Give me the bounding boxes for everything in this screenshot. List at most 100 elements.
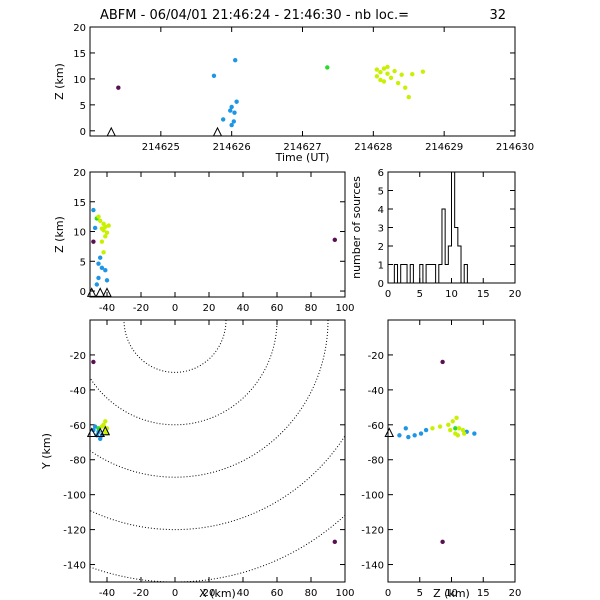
data-point — [101, 228, 106, 233]
y-tick-label: 20 — [73, 168, 86, 179]
data-point — [98, 255, 103, 260]
x-tick-label: 80 — [305, 303, 318, 314]
x-tick-label: -20 — [133, 303, 149, 314]
x-tick-label: 20 — [203, 588, 216, 599]
station-triangle — [212, 126, 223, 137]
data-point — [410, 72, 415, 77]
data-point — [450, 419, 455, 424]
plan-view-panel: -40 -20 0 20 40 60 80 100 -20 -40 -60 -80 -100 -120 -1… — [40, 319, 355, 600]
data-point — [385, 64, 390, 70]
data-point — [440, 539, 445, 545]
time-height-frame — [89, 26, 516, 137]
y-tick-label: 5 — [80, 101, 86, 112]
x-axis-label: X (km) — [199, 587, 236, 600]
station-triangle — [384, 427, 395, 438]
data-point — [98, 218, 103, 224]
data-point — [374, 67, 380, 72]
y-tick-label: 2 — [378, 242, 384, 253]
data-point — [437, 424, 443, 429]
data-point — [440, 359, 445, 365]
data-point — [103, 234, 108, 239]
station-triangle — [100, 425, 111, 436]
y-tick-label: -20 — [368, 351, 384, 362]
y-tick-label: -100 — [63, 491, 86, 502]
y-tick-label: -120 — [361, 526, 384, 537]
x-tick-label: 60 — [271, 588, 284, 599]
data-point — [103, 419, 108, 424]
data-point — [99, 424, 105, 429]
z-y-view-frame — [387, 319, 516, 583]
data-point — [397, 433, 402, 438]
data-point — [96, 275, 101, 281]
x-tick-label: 20 — [203, 303, 216, 314]
x-tick-label: 40 — [237, 588, 250, 599]
x-height-frame — [89, 171, 346, 298]
station-triangle — [86, 287, 97, 297]
plot-area: 214625 214626 214627 214628 214629 214630 0 5 10… — [40, 23, 534, 600]
x-tick-label: 60 — [271, 303, 284, 314]
data-point — [103, 268, 108, 273]
data-point — [92, 424, 98, 429]
x-tick-label: 214628 — [354, 142, 392, 153]
data-point — [403, 85, 408, 90]
data-point — [412, 433, 417, 438]
data-point — [231, 119, 236, 124]
data-point — [456, 426, 462, 431]
data-point — [229, 122, 234, 128]
y-tick-label: 10 — [73, 75, 86, 86]
data-point — [423, 427, 429, 433]
x-tick-label: 214625 — [142, 142, 180, 153]
data-point — [420, 69, 426, 74]
x-tick-label: 100 — [335, 303, 354, 314]
y-tick-label: 10 — [73, 228, 86, 239]
x-tick-label: -40 — [99, 588, 115, 599]
data-point — [448, 427, 453, 433]
x-tick-label: 5 — [417, 289, 423, 300]
data-point — [430, 426, 435, 431]
x-tick-label: 0 — [172, 588, 178, 599]
source-count: 32 — [489, 8, 506, 23]
data-point — [395, 80, 401, 86]
data-point — [99, 265, 105, 271]
data-point — [325, 65, 330, 70]
data-point — [378, 69, 383, 75]
x-tick-label: 15 — [477, 289, 490, 300]
x-tick-label: 20 — [509, 289, 522, 300]
data-point — [446, 422, 451, 427]
data-point — [233, 58, 238, 63]
y-axis-label: Z (km) — [53, 216, 66, 253]
data-point — [99, 239, 105, 244]
y-tick-label: 0 — [378, 279, 384, 290]
y-tick-label: -60 — [70, 421, 86, 432]
data-point — [220, 117, 226, 122]
z-y-view-panel: 0 5 10 15 20 -20 -40 -60 -80 -100 -120 -140 Z (km) — [361, 319, 521, 600]
x-tick-label: 214629 — [425, 142, 463, 153]
y-tick-label: -140 — [63, 561, 86, 572]
histogram-bar — [429, 265, 432, 284]
data-point — [406, 94, 411, 100]
plan-view-frame — [89, 319, 346, 583]
data-point — [104, 230, 110, 235]
station-triangle — [95, 287, 106, 297]
data-point — [403, 426, 408, 431]
data-point — [460, 427, 466, 433]
data-point — [228, 108, 233, 113]
y-axis-label: number of sources — [350, 176, 363, 279]
x-tick-label: 0 — [385, 289, 391, 300]
y-tick-label: 3 — [378, 224, 384, 235]
data-point — [94, 282, 100, 287]
y-axis-label: Y (km) — [40, 433, 53, 470]
x-tick-label: 10 — [445, 588, 458, 599]
x-tick-label: 214627 — [283, 142, 321, 153]
data-point — [103, 224, 108, 229]
data-point — [455, 433, 461, 438]
x-tick-label: 0 — [385, 588, 391, 599]
y-tick-label: 6 — [378, 168, 384, 179]
y-tick-label: -40 — [70, 386, 86, 397]
data-point — [96, 214, 101, 219]
x-tick-label: 214626 — [213, 142, 251, 153]
range-ring — [90, 434, 345, 531]
x-tick-label: 214630 — [496, 142, 534, 153]
data-point — [399, 72, 404, 77]
data-point — [385, 71, 390, 76]
